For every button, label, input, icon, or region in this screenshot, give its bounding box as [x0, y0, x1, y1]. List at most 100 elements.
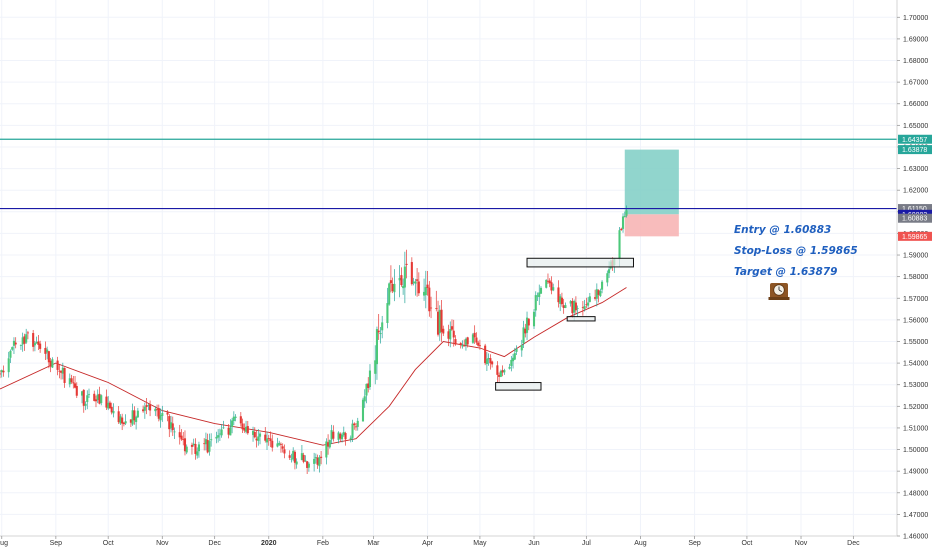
- candle-body: [313, 458, 316, 464]
- candle-body: [557, 287, 560, 303]
- candle: [75, 382, 78, 399]
- candle: [442, 325, 445, 337]
- candle: [39, 340, 42, 353]
- candle-body: [429, 307, 433, 309]
- candle-body: [208, 441, 211, 452]
- candle: [47, 350, 50, 369]
- candle-body: [485, 358, 488, 365]
- candle-body: [574, 302, 577, 311]
- candle: [424, 270, 427, 309]
- candle-body: [94, 399, 98, 402]
- x-tick-label: Oct: [103, 540, 114, 547]
- candle-body: [532, 311, 536, 327]
- price-badge-label: 1.64357: [902, 137, 927, 144]
- candle: [70, 374, 73, 384]
- candle: [402, 278, 405, 295]
- candle-body: [255, 438, 258, 441]
- x-tick-label: Dec: [847, 540, 860, 547]
- candle: [93, 390, 96, 402]
- candle: [501, 365, 504, 377]
- candle-body: [318, 457, 321, 467]
- candle-body: [440, 309, 443, 332]
- candle: [156, 404, 159, 417]
- candle: [129, 419, 132, 427]
- candle: [82, 389, 85, 413]
- candle-body: [161, 413, 164, 417]
- x-tick-label: Mar: [367, 540, 380, 547]
- candle: [379, 327, 382, 344]
- candle: [295, 458, 298, 469]
- candle-body: [608, 269, 611, 274]
- candle-body: [39, 343, 42, 349]
- candle: [105, 389, 108, 411]
- candle: [463, 339, 466, 347]
- candle-body: [124, 421, 127, 424]
- candle-body: [393, 283, 396, 293]
- y-tick-label: 1.56000: [903, 317, 928, 324]
- candle-body: [374, 360, 377, 374]
- candle: [204, 432, 207, 451]
- candle-body: [147, 404, 150, 406]
- candle: [534, 291, 537, 317]
- candle: [539, 286, 543, 294]
- price-badge-label: 1.59865: [902, 234, 927, 241]
- candle: [314, 453, 317, 464]
- candle-body: [265, 438, 269, 443]
- candle-body: [58, 370, 61, 372]
- candle-body: [332, 431, 335, 439]
- candle-body: [19, 345, 22, 346]
- candle-body: [218, 433, 221, 435]
- candle-body: [499, 371, 502, 377]
- candle-body: [135, 417, 138, 423]
- candle: [440, 299, 443, 342]
- candle-body: [573, 300, 576, 313]
- candle: [51, 357, 54, 369]
- price-badge: 1.61150: [898, 204, 932, 214]
- candle: [388, 282, 391, 306]
- candle-body: [119, 416, 122, 424]
- candle: [159, 408, 162, 428]
- candle: [300, 445, 303, 461]
- candle: [574, 296, 577, 315]
- candle-body: [190, 444, 194, 447]
- candle-body: [46, 349, 49, 353]
- x-tick-label: Sep: [688, 540, 701, 547]
- candle-body: [196, 451, 199, 456]
- candle-body: [75, 386, 78, 396]
- candle: [587, 297, 590, 308]
- candle: [257, 429, 260, 446]
- candle: [423, 278, 426, 301]
- y-tick-label: 1.70000: [903, 15, 928, 22]
- candle: [222, 420, 225, 429]
- candle: [344, 431, 347, 446]
- candle-body: [571, 300, 574, 314]
- candle: [14, 337, 17, 349]
- candle: [524, 323, 527, 338]
- candle: [351, 419, 354, 443]
- candle: [122, 421, 125, 427]
- candle-body: [234, 416, 237, 418]
- price-badge-bg: [898, 213, 932, 223]
- candle: [271, 434, 274, 452]
- candle-body: [290, 458, 293, 460]
- range-boxes: [495, 257, 634, 391]
- candle: [525, 311, 529, 341]
- candle-body: [412, 281, 415, 283]
- candle: [330, 424, 333, 445]
- candle: [318, 455, 321, 473]
- candle: [487, 353, 490, 366]
- candle-body: [405, 263, 408, 265]
- candle-body: [2, 370, 5, 373]
- candle-body: [25, 334, 28, 343]
- candle: [220, 424, 223, 438]
- candle-body: [552, 287, 555, 291]
- candle: [353, 422, 356, 430]
- candle: [133, 406, 136, 425]
- candle-body: [267, 438, 270, 439]
- candle: [84, 401, 87, 411]
- candle: [19, 344, 22, 350]
- candle-body: [496, 365, 499, 375]
- candle: [292, 447, 295, 462]
- candle-body: [438, 310, 441, 334]
